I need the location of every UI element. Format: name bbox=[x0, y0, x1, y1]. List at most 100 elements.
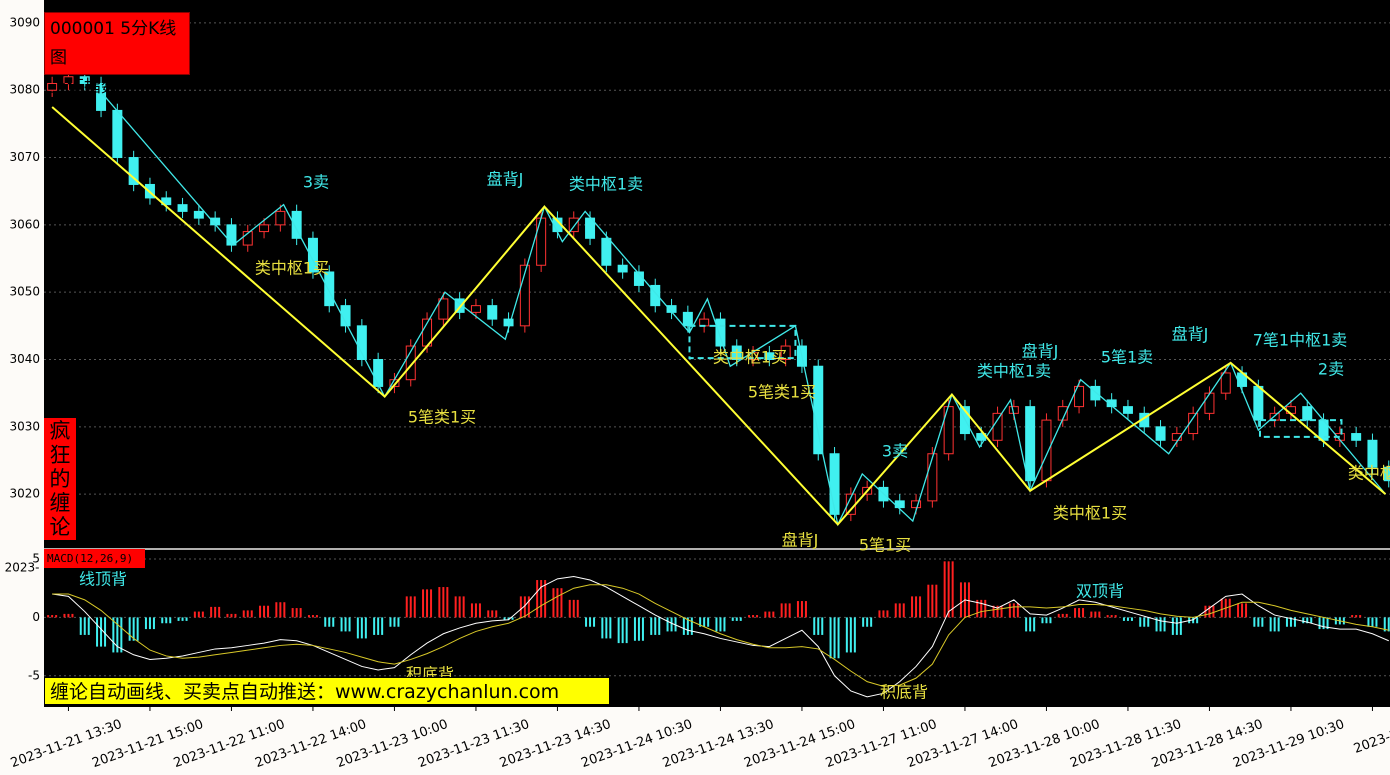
y-tick-label: 3040 bbox=[9, 352, 40, 366]
candle-body bbox=[780, 345, 791, 360]
chart-title: 000001 5分K线图 bbox=[50, 19, 177, 68]
candle-body bbox=[601, 237, 612, 266]
candle-body bbox=[291, 210, 302, 239]
candle-body bbox=[1367, 439, 1378, 468]
candle-body bbox=[1090, 385, 1101, 401]
candle-body bbox=[927, 453, 938, 502]
candle-body bbox=[487, 305, 498, 320]
annotation: 5笔1卖 bbox=[1101, 348, 1153, 367]
candle-body bbox=[242, 231, 253, 246]
annotation: 3卖 bbox=[303, 173, 329, 192]
y-tick-label: 3060 bbox=[9, 217, 40, 231]
candle-body bbox=[177, 204, 188, 212]
candle-body bbox=[650, 284, 661, 307]
candle-body bbox=[1220, 372, 1231, 394]
candle-body bbox=[1171, 433, 1182, 441]
candle-body bbox=[829, 453, 840, 515]
annotation: 5笔类1买 bbox=[408, 408, 476, 427]
annotation: 盘背J bbox=[1022, 342, 1059, 361]
candle-body bbox=[79, 76, 90, 84]
annotation: 5笔类1买 bbox=[748, 383, 816, 402]
candle-body bbox=[454, 298, 465, 313]
candle-body bbox=[340, 305, 351, 327]
candle-body bbox=[585, 217, 596, 239]
candle-body bbox=[405, 345, 416, 381]
candle-body bbox=[699, 318, 710, 327]
annotation: 双顶背 bbox=[1076, 582, 1124, 601]
candle-body bbox=[568, 217, 579, 233]
annotation: 7笔1中枢1卖 bbox=[1253, 331, 1348, 350]
candle-body bbox=[911, 500, 922, 509]
macd-line bbox=[52, 584, 1389, 687]
annotation: 类中枢1卖 bbox=[977, 362, 1051, 381]
candle-body bbox=[519, 264, 530, 327]
y-tick-label: 3030 bbox=[9, 419, 40, 433]
y-tick-label: 3080 bbox=[9, 83, 40, 97]
candle-body bbox=[275, 210, 286, 226]
candle-body bbox=[128, 157, 139, 185]
candle-body bbox=[226, 224, 237, 246]
candle-body bbox=[813, 365, 824, 455]
annotation: 盘背J bbox=[782, 531, 819, 550]
chart-subtitle: 上证指数 bbox=[50, 77, 118, 97]
annotation: 线顶背 bbox=[79, 570, 127, 589]
annotation: 2卖 bbox=[1318, 360, 1344, 379]
candle-body bbox=[438, 298, 449, 320]
candle-body bbox=[1351, 433, 1362, 441]
y-tick-label: -5 bbox=[28, 668, 40, 682]
y-tick-label: 5 bbox=[32, 552, 40, 566]
candle-body bbox=[536, 217, 547, 266]
macd-title: MACD(12,26,9) bbox=[44, 549, 145, 568]
annotation: 5笔1买 bbox=[859, 536, 911, 555]
annotation: 类中枢1买 bbox=[1053, 504, 1127, 523]
y-tick-label: 3070 bbox=[9, 150, 40, 164]
candle-body bbox=[715, 318, 726, 347]
candle-body bbox=[1025, 406, 1036, 482]
candle-body bbox=[193, 210, 204, 219]
annotation: 类中枢1买 bbox=[255, 259, 329, 278]
y-tick-label: 3050 bbox=[9, 285, 40, 299]
candle-body bbox=[1106, 399, 1117, 408]
candle-body bbox=[1155, 426, 1166, 441]
segment-line bbox=[51, 106, 1387, 526]
candle-body bbox=[992, 412, 1003, 441]
candle-body bbox=[1041, 419, 1052, 482]
bi-line bbox=[98, 89, 1386, 527]
candle-body bbox=[470, 305, 481, 313]
y-tick-label: 3090 bbox=[9, 15, 40, 29]
banner: 缠论自动画线、买卖点自动推送：www.crazychanlun.com bbox=[44, 677, 610, 705]
candle-body bbox=[682, 311, 693, 327]
candle-body bbox=[63, 76, 74, 84]
annotation: 类中枢1买 bbox=[1348, 464, 1390, 483]
macd-line bbox=[52, 576, 1389, 698]
watermark: 疯狂的缠论 bbox=[44, 418, 76, 540]
candle-body bbox=[1204, 392, 1215, 414]
annotation: 类中枢1卖 bbox=[569, 175, 643, 194]
candle-body bbox=[617, 264, 628, 273]
y-tick-label: 0 bbox=[32, 610, 40, 624]
candle-body bbox=[1074, 385, 1085, 408]
candle-body bbox=[47, 82, 58, 91]
annotation: 类中枢1买 bbox=[713, 348, 787, 367]
candle-body bbox=[324, 271, 335, 307]
candle-body bbox=[764, 352, 775, 360]
pivot-box bbox=[1258, 419, 1343, 438]
candle-body bbox=[1122, 406, 1133, 414]
annotation: 积底背 bbox=[880, 683, 928, 702]
candle-body bbox=[307, 237, 318, 273]
candle-body bbox=[112, 109, 123, 159]
candle-body bbox=[1253, 385, 1264, 421]
candle-body bbox=[731, 345, 742, 360]
candle-body bbox=[503, 318, 514, 327]
annotation: 3卖 bbox=[882, 442, 908, 461]
annotation: 盘背J bbox=[487, 170, 524, 189]
y-tick-label: 3020 bbox=[9, 487, 40, 501]
candle-body bbox=[373, 358, 384, 387]
candle-body bbox=[259, 224, 270, 233]
annotation: 盘背J bbox=[1172, 325, 1209, 344]
candle-body bbox=[1302, 406, 1313, 421]
candle-body bbox=[356, 325, 367, 360]
title-box: 000001 5分K线图 上证指数 bbox=[44, 12, 190, 97]
